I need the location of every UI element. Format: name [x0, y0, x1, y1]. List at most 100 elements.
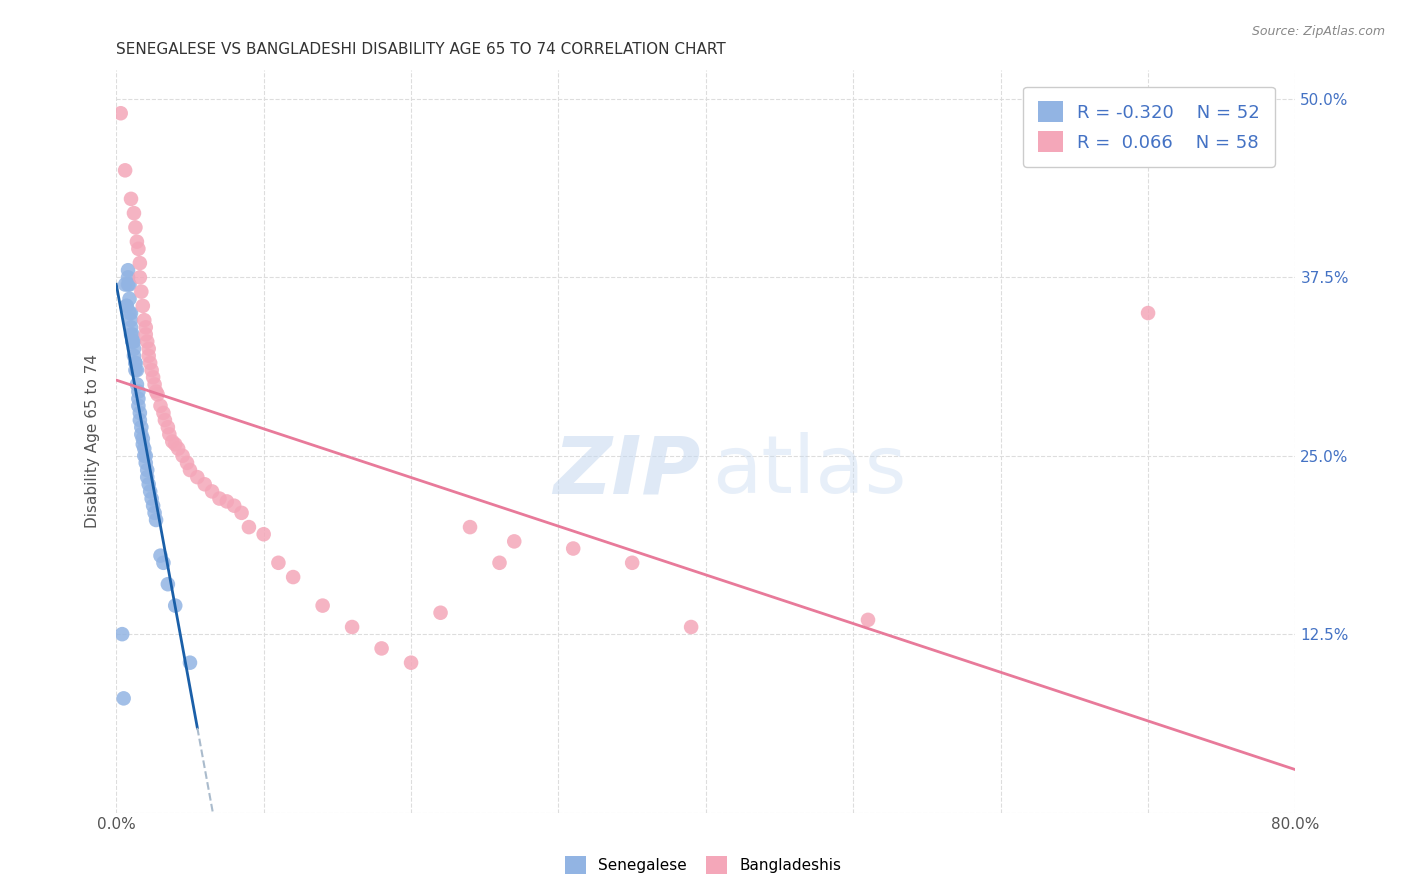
Point: [127, 392, 149, 406]
Point: [131, 427, 153, 442]
Point: [135, 449, 157, 463]
Point: [121, 334, 143, 349]
Point: [142, 370, 165, 384]
Point: [135, 320, 157, 334]
Point: [156, 577, 179, 591]
Point: [115, 299, 138, 313]
Point: [124, 220, 146, 235]
Point: [149, 549, 172, 563]
Point: [135, 327, 157, 342]
Point: [125, 363, 148, 377]
Point: [176, 456, 198, 470]
Point: [132, 299, 155, 313]
Point: [458, 520, 481, 534]
Point: [127, 384, 149, 399]
Point: [131, 285, 153, 299]
Point: [118, 306, 141, 320]
Point: [142, 499, 165, 513]
Point: [128, 406, 150, 420]
Point: [118, 277, 141, 292]
Point: [201, 484, 224, 499]
Point: [149, 399, 172, 413]
Point: [127, 242, 149, 256]
Text: SENEGALESE VS BANGLADESHI DISABILITY AGE 65 TO 74 CORRELATION CHART: SENEGALESE VS BANGLADESHI DISABILITY AGE…: [117, 42, 725, 57]
Point: [124, 363, 146, 377]
Point: [111, 627, 134, 641]
Point: [120, 327, 142, 342]
Point: [156, 420, 179, 434]
Point: [135, 456, 157, 470]
Point: [143, 506, 166, 520]
Point: [167, 442, 190, 456]
Point: [162, 434, 184, 449]
Point: [120, 192, 142, 206]
Point: [120, 313, 142, 327]
Point: [370, 641, 392, 656]
Point: [141, 491, 163, 506]
Point: [488, 556, 510, 570]
Legend: R = -0.320    N = 52, R =  0.066    N = 58: R = -0.320 N = 52, R = 0.066 N = 58: [1024, 87, 1275, 167]
Point: [281, 570, 304, 584]
Point: [136, 334, 159, 349]
Point: [311, 599, 333, 613]
Point: [125, 377, 148, 392]
Point: [139, 356, 162, 370]
Point: [110, 106, 132, 120]
Point: [122, 342, 145, 356]
Point: [124, 356, 146, 370]
Point: [120, 306, 142, 320]
Point: [134, 442, 156, 456]
Point: [172, 449, 194, 463]
Point: [179, 463, 201, 477]
Point: [132, 432, 155, 446]
Point: [120, 320, 142, 334]
Point: [215, 494, 238, 508]
Point: [152, 406, 174, 420]
Point: [117, 277, 139, 292]
Point: [112, 691, 135, 706]
Point: [118, 292, 141, 306]
Point: [145, 384, 167, 399]
Point: [340, 620, 363, 634]
Point: [127, 399, 149, 413]
Point: [128, 413, 150, 427]
Point: [224, 499, 246, 513]
Point: [856, 613, 879, 627]
Point: [114, 277, 136, 292]
Point: [134, 449, 156, 463]
Point: [117, 270, 139, 285]
Point: [146, 387, 169, 401]
Point: [139, 484, 162, 499]
Point: [115, 299, 138, 313]
Point: [125, 235, 148, 249]
Point: [399, 656, 422, 670]
Point: [179, 656, 201, 670]
Point: [128, 270, 150, 285]
Point: [136, 463, 159, 477]
Point: [562, 541, 585, 556]
Point: [194, 477, 217, 491]
Point: [122, 206, 145, 220]
Point: [231, 506, 253, 520]
Point: [267, 556, 290, 570]
Point: [121, 334, 143, 349]
Point: [165, 599, 187, 613]
Point: [1137, 306, 1160, 320]
Point: [132, 437, 155, 451]
Point: [138, 342, 160, 356]
Point: [121, 327, 143, 342]
Point: [208, 491, 231, 506]
Text: ZIP: ZIP: [553, 432, 700, 510]
Point: [128, 256, 150, 270]
Point: [131, 420, 153, 434]
Point: [153, 413, 176, 427]
Point: [157, 427, 180, 442]
Point: [141, 363, 163, 377]
Point: [136, 470, 159, 484]
Point: [503, 534, 526, 549]
Text: atlas: atlas: [711, 432, 905, 510]
Point: [114, 163, 136, 178]
Point: [621, 556, 644, 570]
Legend: Senegalese, Bangladeshis: Senegalese, Bangladeshis: [558, 850, 848, 880]
Point: [134, 313, 156, 327]
